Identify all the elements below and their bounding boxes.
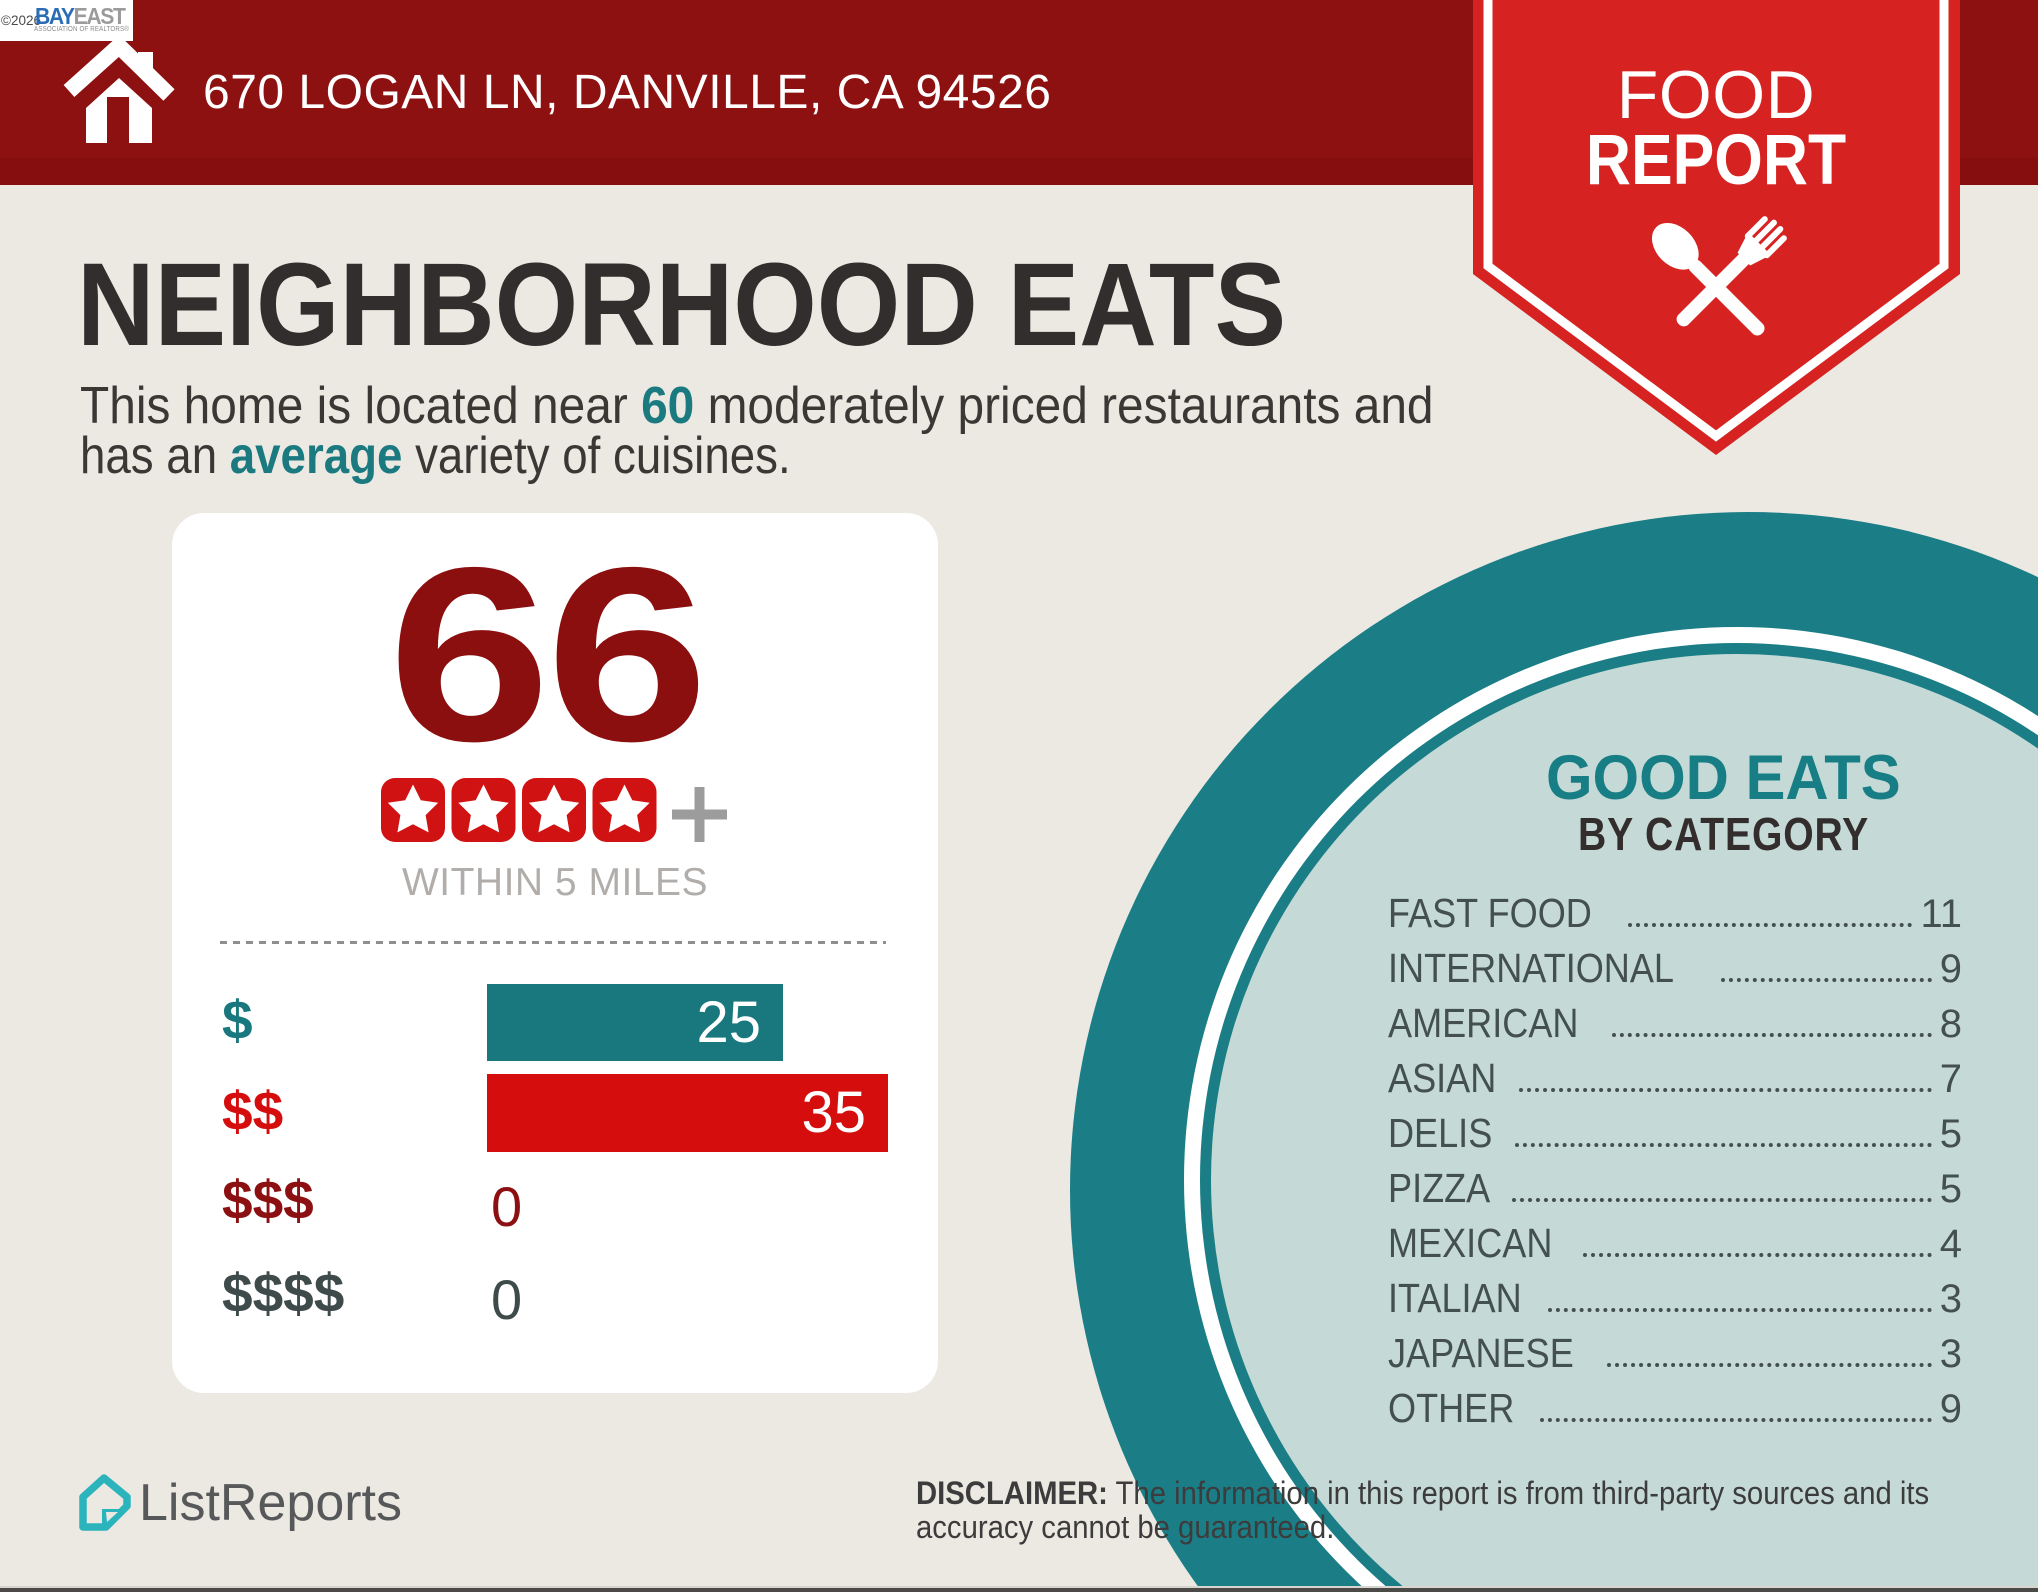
svg-text:FOOD: FOOD [1617, 57, 1815, 133]
svg-text:REPORT: REPORT [1586, 120, 1846, 200]
